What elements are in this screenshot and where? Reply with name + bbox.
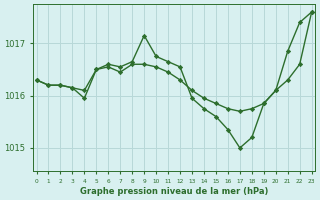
X-axis label: Graphe pression niveau de la mer (hPa): Graphe pression niveau de la mer (hPa) xyxy=(80,187,268,196)
